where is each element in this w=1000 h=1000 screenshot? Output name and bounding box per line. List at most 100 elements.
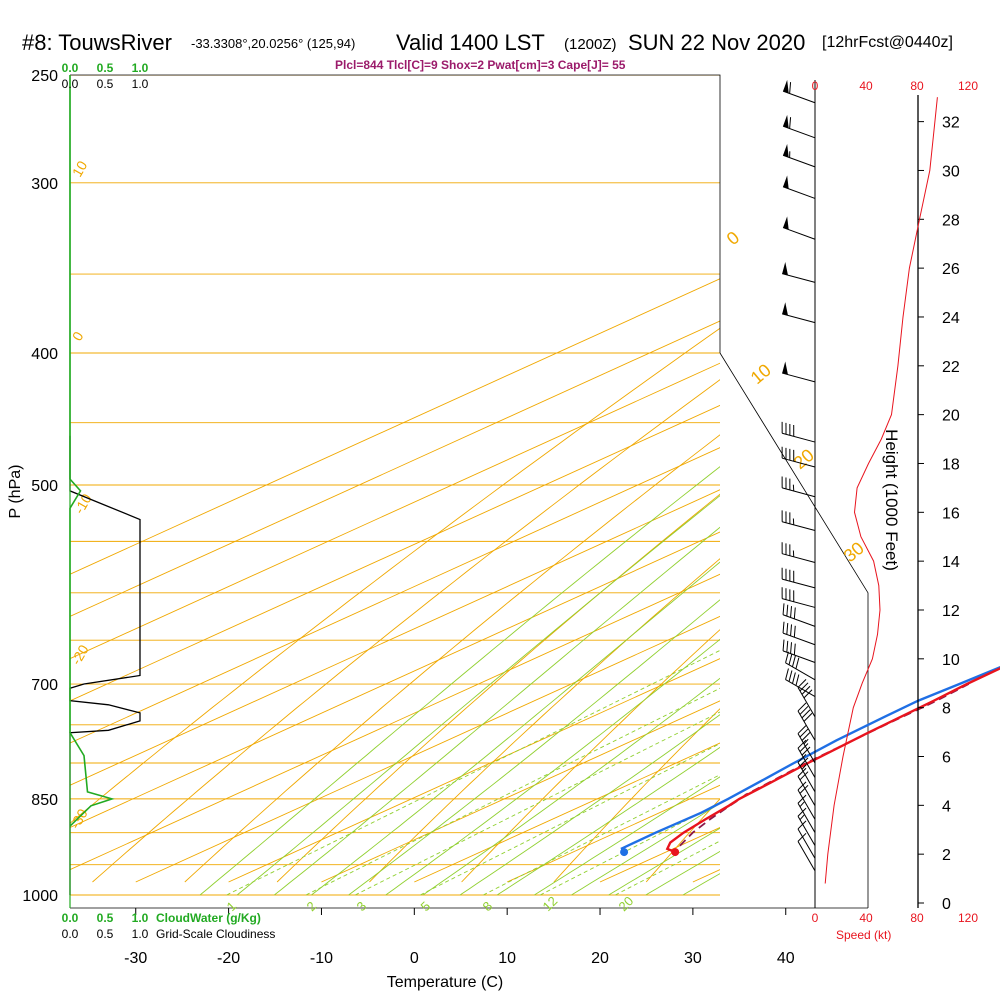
moist-adiabat [422,677,720,896]
wind-barb [781,567,816,589]
height-tick-label: 20 [942,408,960,425]
stability-indices: Plcl=844 Tlcl[C]=9 Shox=2 Pwat[cm]=3 Cap… [335,58,626,72]
wind-barb [782,302,816,324]
wind-barb [797,794,816,833]
mixing-ratio-label: 8 [480,898,496,914]
wind-barb-shaft [797,802,816,833]
wind-barb-flag [783,143,789,158]
wind-barb-shaft [797,776,816,807]
wind-barb-full [793,625,796,638]
wind-barb-full [793,643,796,656]
temp-tick-label: 20 [591,950,609,967]
wind-barb-shaft [782,598,816,608]
wind-barb [782,216,816,240]
wind-barb [782,262,816,283]
wind-barb-full [799,728,809,738]
wind-barb [781,510,816,532]
wind-barb-half [801,764,807,770]
wind-barb-full [797,725,807,734]
isotherm-line [70,573,720,871]
height-axis-label: Height (1000 Feet) [882,429,901,571]
wind-barb-flag [782,302,788,316]
height-tick-label: 10 [942,652,960,669]
pressure-tick-label: 300 [31,176,58,193]
dry-adiabat [70,327,720,824]
mixing-ratio-label: 2 [304,898,320,914]
wind-barb-full [797,807,807,817]
wind-barb-shaft [797,733,816,764]
wind-barb-flag [783,175,789,189]
wind-barb-shaft [782,521,816,532]
wind-barb-shaft [782,632,816,646]
plot-frame [70,74,721,354]
height-tick-label: 24 [942,310,960,327]
moist-adiabat [757,0,1000,895]
dry-adiabat-label: 0 [69,329,87,344]
isotherm-line [321,700,720,883]
wind-barb [782,79,816,104]
wind-barb-shaft [782,227,816,240]
wind-barb [781,587,816,608]
wind-barb-shaft [797,789,816,820]
wind-barb-shaft [797,710,816,741]
wind-barb-full [788,653,793,665]
cloud-water-label: CloudWater (g/Kg) [156,911,261,925]
wind-barb-shaft [797,815,816,846]
moist-adiabat [385,638,720,896]
isotherm-line [70,531,720,828]
isotherm-line [70,489,720,786]
wind-barb-half [799,801,805,808]
wind-barb-full [790,606,793,618]
isotherm-line [70,404,720,702]
moist-adiabat [719,894,720,895]
wind-barb [797,781,816,820]
moist-adiabat [236,495,720,896]
pressure-tick-label: 1000 [22,888,58,905]
wind-barb-full [803,712,813,722]
wind-barb-full [782,639,785,651]
wind-barb-flag [782,262,788,276]
height-tick-label: 0 [942,896,951,913]
height-tick-label: 18 [942,456,960,473]
wind-barb-full [797,739,807,749]
dry-adiabat-label: -20 [68,642,92,668]
wind-barb-full [801,746,811,756]
moist-adiabat [496,746,720,896]
moist-adiabat [274,526,720,896]
height-tick-label: 26 [942,261,960,278]
dry-adiabat-label: 10 [69,158,91,180]
wind-barb-shaft [782,553,816,563]
mixing-ratio-line [539,802,720,896]
wind-barb-shaft [782,614,816,627]
wind-barb-shaft [782,90,816,104]
dry-adiabat [739,94,1000,882]
wind-speed-tick-top: 120 [958,79,978,93]
wind-barb-full [785,651,789,663]
x-axis-label: Temperature (C) [387,974,503,991]
wind-barb-full [799,705,809,715]
cloud-water-tick-top: 1.0 [132,61,149,75]
cloudiness-label: Grid-Scale Cloudiness [156,927,275,941]
dry-adiabat [184,434,720,883]
pressure-tick-label: 250 [31,68,58,85]
wind-barb-full [799,743,809,752]
wind-barb-full [801,709,811,719]
wind-barb-shaft [785,679,816,697]
wind-barb-full [786,604,789,617]
temp-tick-label: -20 [217,950,240,967]
wind-barb [797,678,816,718]
station-coordinates: -33.3308°,20.0256° (125,94) [191,36,356,51]
height-tick-label: 14 [942,554,960,571]
temperature-trace [665,667,1000,854]
isotherm-line [692,869,720,883]
wind-barb-shaft [797,841,816,872]
wind-barb [782,361,816,383]
wind-barb-full [790,642,793,654]
wind-barb-full [791,672,796,684]
wind-barb-shaft [782,432,816,443]
valid-time: Valid 1400 LST [396,30,545,55]
dry-adiabat [553,708,720,883]
y-axis-label: P (hPa) [7,465,24,519]
cloud-water-tick-top: 0.5 [97,61,114,75]
